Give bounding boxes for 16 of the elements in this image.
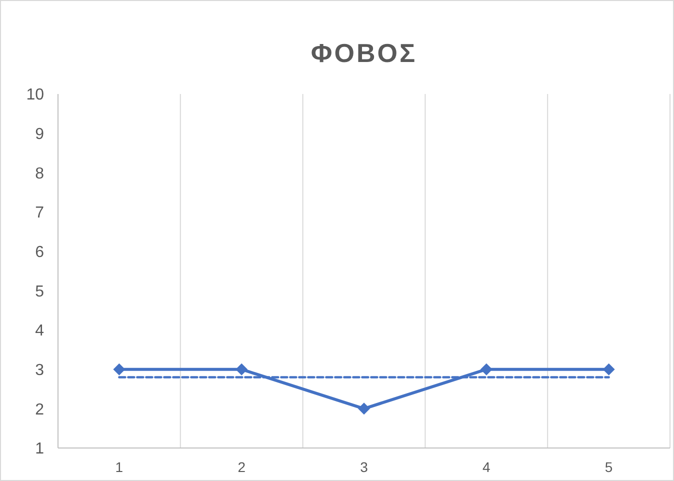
y-tick-label: 7 [35, 204, 44, 222]
y-tick-label: 10 [26, 86, 44, 104]
y-tick-label: 5 [35, 283, 44, 300]
y-tick-label: 6 [35, 244, 44, 261]
x-tick-label: 1 [115, 459, 124, 475]
y-tick-label: 2 [35, 401, 44, 418]
x-tick-label: 4 [482, 459, 490, 475]
chart-title: ΦΟΒΟΣ [310, 38, 418, 68]
y-tick-label: 1 [35, 440, 44, 458]
y-tick-label: 8 [35, 165, 44, 182]
x-tick-label: 2 [238, 459, 246, 475]
y-tick-label: 4 [35, 322, 44, 340]
x-tick-label: 3 [360, 459, 368, 475]
y-tick-label: 9 [35, 126, 44, 143]
y-tick-label: 3 [35, 362, 44, 379]
x-tick-label: 5 [604, 459, 613, 475]
